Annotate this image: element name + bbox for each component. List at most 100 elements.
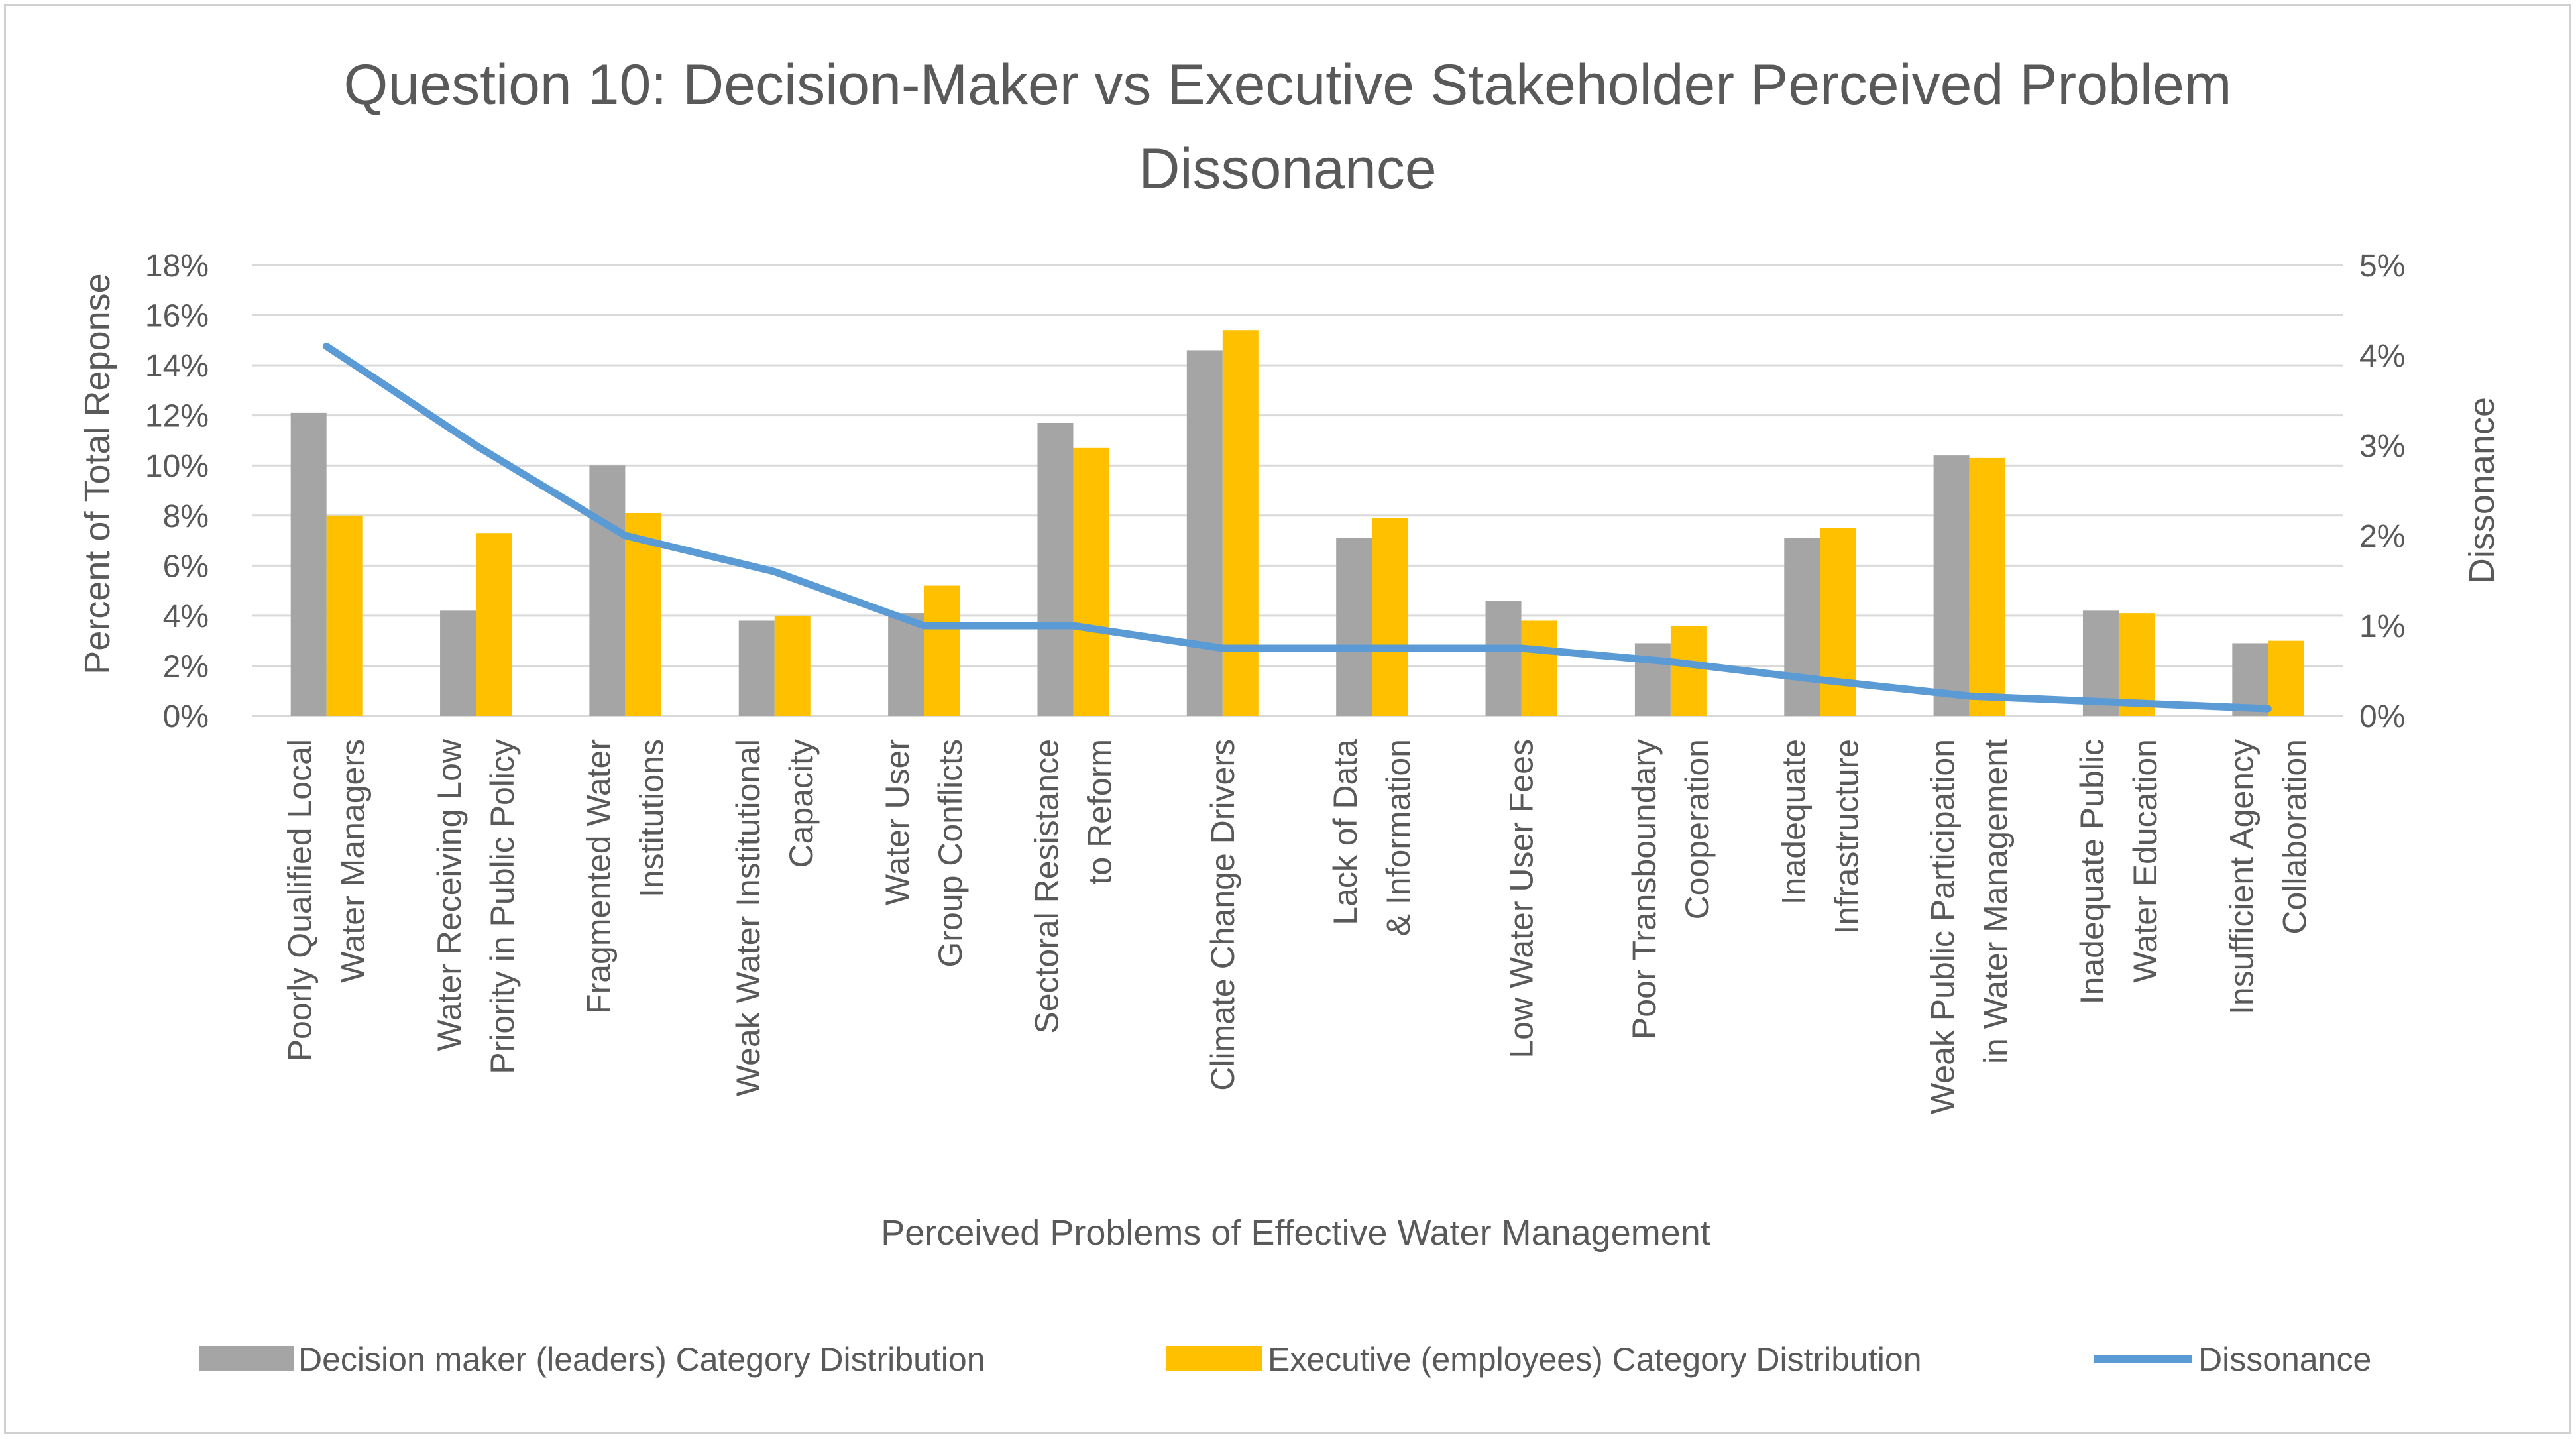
category-label-line: Capacity: [783, 739, 820, 868]
category-label-line: Group Conflicts: [932, 739, 969, 968]
category-label-line: Fragmented Water: [580, 739, 617, 1014]
dissonance-point: [475, 445, 477, 446]
category-labels: Poorly Qualified Local Water Managers Wate…: [282, 738, 2314, 1114]
bar-decision-maker: [1784, 538, 1820, 716]
category-label-line: Institutions: [633, 739, 670, 897]
bar-decision-maker: [738, 620, 775, 716]
bar-decision-maker: [1037, 423, 1074, 716]
bar-executive: [1670, 626, 1707, 716]
bar-decision-maker: [1933, 455, 1970, 716]
category-label: Inadequate Public Water Education: [2074, 739, 2164, 1004]
bar-executive: [2268, 640, 2304, 716]
dissonance-point: [1968, 695, 1970, 697]
category-label-line: Water Education: [2127, 739, 2164, 983]
category-label-line: Insufficient Agency: [2223, 739, 2260, 1015]
bar-decision-maker: [1634, 643, 1671, 716]
category-label-line: Poorly Qualified Local: [282, 739, 319, 1061]
dissonance-series: [323, 342, 2272, 713]
bar-executive: [326, 515, 363, 716]
category-label-line: & Information: [1380, 739, 1417, 936]
category-label-line: Priority in Public Policy: [484, 739, 521, 1074]
category-label-line: Lack of Data: [1327, 739, 1364, 925]
chart-frame: [4, 4, 2571, 1434]
dissonance-point: [923, 625, 925, 626]
category-label-line: Water User: [879, 739, 916, 905]
category-label-line: Climate Change Drivers: [1204, 739, 1241, 1091]
bar-executive: [625, 513, 661, 716]
bar-decision-maker: [1336, 538, 1372, 716]
y2-tick-label: 4%: [2359, 339, 2405, 374]
dissonance-point: [2117, 701, 2119, 703]
y-tick-label: 14%: [145, 349, 209, 384]
dissonance-point: [1819, 679, 1821, 681]
dissonance-point: [1371, 648, 1373, 649]
category-label-line: Inadequate Public: [2074, 739, 2111, 1004]
category-label-line: Collaboration: [2276, 739, 2313, 935]
bar-decision-maker: [888, 613, 924, 716]
category-label-line: Low Water User Fees: [1503, 739, 1540, 1059]
dissonance-point: [1520, 648, 1522, 649]
category-label: Inadequate Infrastructure: [1775, 739, 1865, 935]
chart-title-line-1: Question 10: Decision-Maker vs Executive…: [344, 53, 2232, 117]
y-tick-label: 2%: [163, 649, 209, 684]
category-label-line: to Reform: [1081, 739, 1118, 885]
y-axis-title: Percent of Total Reponse: [78, 273, 117, 674]
category-label-line: in Water Management: [1978, 739, 2015, 1064]
category-label-line: Inadequate: [1775, 739, 1812, 905]
y-tick-label: 10%: [145, 449, 209, 484]
legend-label-decision-maker: Decision maker (leaders) Category Distri…: [298, 1341, 985, 1378]
y2-axis-title: Dissonance: [2462, 397, 2502, 584]
dissonance-line: [323, 342, 2272, 713]
bars: [290, 330, 2304, 716]
y2-tick-label: 1%: [2359, 609, 2405, 644]
bar-decision-maker: [1485, 601, 1522, 716]
category-label-line: Sectoral Resistance: [1028, 739, 1065, 1034]
y2-axis-ticks: 0% 1% 2% 3% 4% 5%: [2359, 249, 2405, 734]
y-tick-label: 0%: [163, 699, 209, 734]
bar-executive: [774, 615, 811, 716]
bar-executive: [1372, 518, 1408, 716]
bar-executive: [1820, 528, 1856, 716]
y-tick-label: 12%: [145, 399, 209, 434]
x-axis-title: Perceived Problems of Effective Water Ma…: [881, 1213, 1710, 1253]
category-label-line: Weak Public Participation: [1925, 739, 1962, 1114]
category-label-line: Water Receiving Low: [431, 738, 468, 1051]
bar-executive: [1073, 447, 1109, 716]
y-tick-label: 16%: [145, 299, 209, 334]
bar-decision-maker: [440, 610, 476, 716]
dissonance-point: [325, 345, 327, 347]
category-label: Fragmented Water Institutions: [580, 739, 670, 1014]
bar-decision-maker: [1186, 350, 1223, 716]
bar-executive: [476, 533, 512, 716]
category-label: Poor Transboundary Cooperation: [1626, 739, 1716, 1039]
y-tick-label: 8%: [163, 499, 209, 534]
legend-label-executive: Executive (employees) Category Distribut…: [1268, 1341, 1922, 1378]
dissonance-point: [773, 571, 775, 573]
y-tick-label: 18%: [145, 249, 209, 284]
y-tick-label: 4%: [163, 599, 209, 634]
bar-executive: [1521, 620, 1557, 716]
y-axis-ticks: 0% 2% 4% 6% 8% 10% 12% 14% 16% 18%: [145, 249, 209, 734]
dissonance-point: [624, 535, 626, 536]
category-label-line: Poor Transboundary: [1626, 739, 1663, 1039]
bar-decision-maker: [290, 412, 327, 716]
legend-label-dissonance: Dissonance: [2198, 1341, 2371, 1378]
category-label-line: Water Managers: [335, 739, 372, 983]
bar-executive: [924, 585, 960, 716]
y2-tick-label: 3%: [2359, 429, 2405, 464]
category-label: Poorly Qualified Local Water Managers: [282, 739, 372, 1061]
category-label: Water User Group Conflicts: [879, 739, 969, 968]
category-label-line: Weak Water Institutional: [730, 739, 767, 1096]
category-label: Weak Public Participation in Water Manage…: [1925, 739, 2015, 1114]
chart-title-line-2: Dissonance: [1139, 137, 1436, 201]
category-label: Insufficient Agency Collaboration: [2223, 739, 2313, 1015]
category-label-line: Infrastructure: [1828, 739, 1865, 935]
category-label: Low Water User Fees: [1503, 739, 1540, 1059]
y2-tick-label: 2%: [2359, 519, 2405, 554]
y-tick-label: 6%: [163, 549, 209, 584]
bar-executive: [2118, 613, 2155, 716]
category-label: Lack of Data & Information: [1327, 739, 1417, 937]
dissonance-point: [2267, 708, 2269, 710]
bar-decision-maker: [589, 465, 626, 716]
